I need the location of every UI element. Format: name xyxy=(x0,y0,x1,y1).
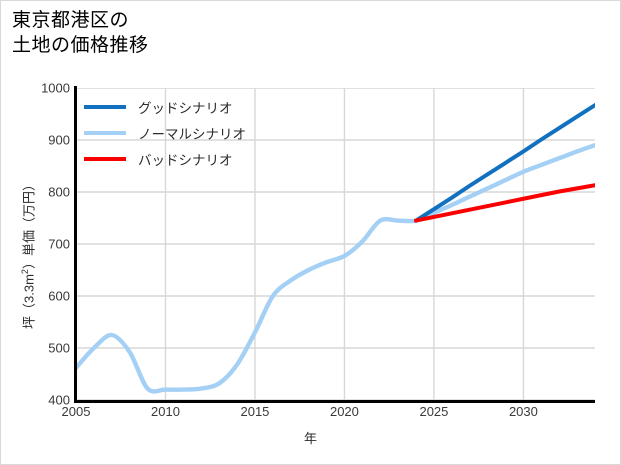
x-tick-label: 2025 xyxy=(419,404,449,419)
y-tick-label: 700 xyxy=(48,236,70,252)
y-tick-label: 600 xyxy=(48,288,70,304)
legend-color-swatch xyxy=(84,105,126,109)
y-axis-spine xyxy=(74,86,77,402)
y-tick-label: 800 xyxy=(48,184,70,200)
plot-area xyxy=(76,88,595,400)
legend-item: ノーマルシナリオ xyxy=(84,120,246,146)
y-axis-label-post: ）単価（万円） xyxy=(21,178,37,270)
y-axis-label-superscript: 2 xyxy=(20,269,31,275)
page-title: 東京都港区の 土地の価格推移 xyxy=(12,10,149,56)
legend-item: グッドシナリオ xyxy=(84,94,246,120)
y-tick-label: 1000 xyxy=(41,80,70,96)
y-tick-label: 900 xyxy=(48,132,70,148)
y-tick-label: 500 xyxy=(48,340,70,356)
legend-item-label: グッドシナリオ xyxy=(138,101,233,116)
legend-item-label: ノーマルシナリオ xyxy=(138,127,246,142)
series-line-グッドシナリオ xyxy=(414,103,595,223)
x-tick-label: 2005 xyxy=(61,404,91,419)
x-tick-label: 2020 xyxy=(329,404,359,419)
y-tick-label: 400 xyxy=(48,392,70,408)
chart-legend: グッドシナリオ ノーマルシナリオ バッドシナリオ xyxy=(84,94,246,172)
y-axis-ticks: 400 500 600 700 800 900 1000 xyxy=(0,0,70,465)
legend-color-swatch xyxy=(84,157,126,161)
y-axis-label: 坪（3.3m2）単価（万円） xyxy=(19,109,38,399)
x-tick-label: 2010 xyxy=(151,404,180,419)
series-line-バッドシナリオ xyxy=(414,183,595,223)
data-series xyxy=(76,103,595,394)
y-axis-label-pre: 坪（3.3m xyxy=(21,274,37,329)
chart-plot-svg xyxy=(76,88,595,400)
x-tick-label: 2030 xyxy=(508,404,538,419)
legend-item: バッドシナリオ xyxy=(84,146,246,172)
legend-color-swatch xyxy=(84,131,126,135)
x-axis-spine xyxy=(74,400,595,403)
legend-item-label: バッドシナリオ xyxy=(138,153,233,168)
x-axis-label: 年 xyxy=(303,431,317,446)
x-tick-label: 2015 xyxy=(240,404,270,419)
series-line-ノーマルシナリオ xyxy=(76,143,595,394)
gridlines xyxy=(76,88,595,400)
